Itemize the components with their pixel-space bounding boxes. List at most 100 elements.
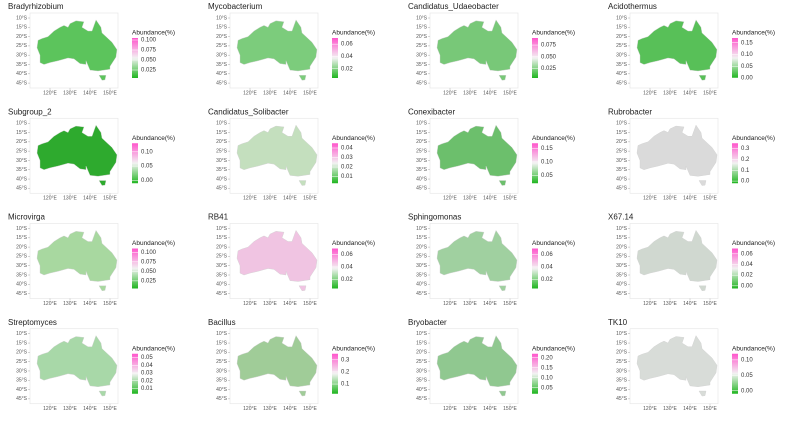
panel-title: Microvirga xyxy=(8,213,45,222)
panel-title: Candidatus_Udaeobacter xyxy=(408,2,499,11)
lat-tick-label: 10°S xyxy=(616,331,628,337)
colorbar-tick-label: 0.1 xyxy=(741,168,750,174)
lat-tick-label: 10°S xyxy=(616,15,628,21)
lon-tick-label: 120°E xyxy=(43,196,57,202)
tasmania-map xyxy=(98,75,107,81)
legend-title: Abundance(%) xyxy=(732,30,775,37)
australia-map xyxy=(36,229,118,282)
plot-frame xyxy=(229,223,319,299)
lon-tick-label: 140°E xyxy=(83,301,97,307)
tasmania-map xyxy=(298,390,307,397)
colorbar-tick-label: 0.00 xyxy=(741,388,753,394)
panel: Bryobacter 10°S 15°S 20°S 25°S 30°S 35°S 40°S 45… xyxy=(408,318,575,412)
panel: Candidatus_Udaeobacter 10°S 15°S 20°S 25°S 30… xyxy=(408,2,575,96)
lat-tick-label: 20°S xyxy=(416,34,428,40)
colorbar-tick-label: 0.075 xyxy=(541,43,557,49)
colorbar xyxy=(332,248,338,289)
panel-title: Subgroup_2 xyxy=(8,107,52,116)
australia-map xyxy=(436,19,518,72)
lat-tick-label: 15°S xyxy=(616,235,628,241)
colorbar-tick-label: 0.100 xyxy=(141,250,157,256)
lon-tick-label: 130°E xyxy=(663,90,677,96)
lat-tick-label: 20°S xyxy=(616,350,628,356)
colorbar-tick-label: 0.04 xyxy=(341,146,353,152)
lat-tick-label: 35°S xyxy=(16,378,28,384)
lat-tick-label: 45°S xyxy=(616,186,628,192)
lon-tick-label: 130°E xyxy=(63,301,77,307)
lat-tick-label: 25°S xyxy=(616,359,628,365)
lat-tick-label: 10°S xyxy=(416,226,428,232)
lon-tick-label: 120°E xyxy=(43,406,57,412)
lat-tick-label: 25°S xyxy=(16,148,28,154)
lat-tick-label: 35°S xyxy=(416,378,428,384)
lat-tick-label: 20°S xyxy=(416,139,428,145)
legend-title: Abundance(%) xyxy=(332,240,375,247)
lat-tick-label: 40°S xyxy=(216,71,228,77)
australia-map xyxy=(36,19,118,72)
panel-title: Streptomyces xyxy=(8,318,57,327)
colorbar xyxy=(732,38,738,78)
colorbar xyxy=(732,143,738,184)
tasmania-map xyxy=(698,390,707,397)
lat-tick-label: 15°S xyxy=(16,25,28,31)
lon-tick-label: 150°E xyxy=(503,90,517,96)
australia-map xyxy=(236,229,318,282)
lon-tick-label: 150°E xyxy=(103,301,117,307)
colorbar-tick-label: 0.04 xyxy=(341,265,353,271)
lat-tick-label: 30°S xyxy=(16,158,28,164)
lat-tick-label: 10°S xyxy=(16,226,28,232)
lat-tick-label: 10°S xyxy=(416,121,428,127)
lon-tick-label: 130°E xyxy=(463,196,477,202)
lon-tick-label: 150°E xyxy=(303,196,317,202)
lat-tick-label: 40°S xyxy=(416,176,428,182)
lat-tick-label: 40°S xyxy=(216,282,228,288)
lat-tick-label: 25°S xyxy=(616,148,628,154)
plot-frame xyxy=(429,117,519,194)
lat-tick-label: 15°S xyxy=(16,235,28,241)
lat-tick-label: 25°S xyxy=(416,254,428,260)
tasmania-map xyxy=(498,180,507,186)
lat-tick-label: 40°S xyxy=(616,176,628,182)
lat-tick-label: 30°S xyxy=(416,53,428,59)
lat-tick-label: 15°S xyxy=(416,235,428,241)
colorbar-tick-label: 0.1 xyxy=(341,382,350,388)
lon-tick-label: 150°E xyxy=(503,196,517,202)
colorbar-tick-label: 0.05 xyxy=(141,164,153,170)
colorbar xyxy=(532,38,538,78)
colorbar-tick-label: 0.06 xyxy=(741,251,753,257)
lat-tick-label: 45°S xyxy=(216,80,228,86)
plot-frame xyxy=(429,223,519,299)
tasmania-map xyxy=(498,390,507,397)
lon-tick-label: 120°E xyxy=(443,406,457,412)
lon-tick-label: 140°E xyxy=(483,90,497,96)
tasmania-map xyxy=(298,75,307,81)
plot-frame xyxy=(629,12,719,89)
lat-tick-label: 20°S xyxy=(216,34,228,40)
lon-tick-label: 120°E xyxy=(643,301,657,307)
lat-tick-label: 20°S xyxy=(16,34,28,40)
tasmania-map xyxy=(498,75,507,81)
panel: RB41 10°S 15°S 20°S 25°S 30°S 35°S 40°S 45°S 120°… xyxy=(208,213,375,307)
colorbar-tick-label: 0.15 xyxy=(541,146,553,152)
plot-frame xyxy=(629,223,719,299)
panel: Streptomyces 10°S 15°S 20°S 25°S 30°S 35°S 40°S… xyxy=(8,318,175,412)
colorbar-tick-label: 0.02 xyxy=(341,66,353,72)
colorbar-tick-label: 0.2 xyxy=(741,157,750,163)
lat-tick-label: 25°S xyxy=(616,254,628,260)
lon-tick-label: 130°E xyxy=(63,90,77,96)
colorbar-tick-label: 0.04 xyxy=(541,265,553,271)
colorbar-tick-label: 0.3 xyxy=(341,357,350,363)
lon-tick-label: 130°E xyxy=(463,301,477,307)
colorbar-tick-label: 0.04 xyxy=(341,54,353,60)
plot-frame xyxy=(229,12,319,89)
lat-tick-label: 45°S xyxy=(16,291,28,297)
colorbar-tick-label: 0.02 xyxy=(141,378,153,384)
lat-tick-label: 30°S xyxy=(216,158,228,164)
lon-tick-label: 140°E xyxy=(83,196,97,202)
lat-tick-label: 10°S xyxy=(416,331,428,337)
colorbar xyxy=(532,248,538,289)
australia-map xyxy=(436,229,518,282)
colorbar-tick-label: 0.05 xyxy=(541,385,553,391)
tasmania-map xyxy=(298,285,307,292)
lat-tick-label: 20°S xyxy=(16,350,28,356)
